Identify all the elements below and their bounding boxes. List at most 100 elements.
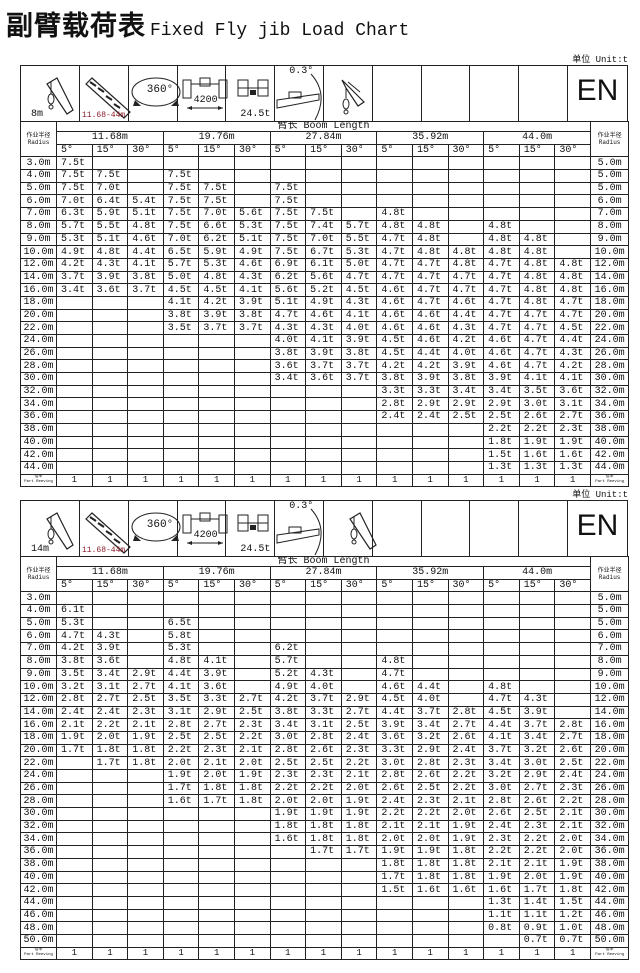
load-value — [411, 921, 449, 935]
load-value: 4.1t — [554, 372, 592, 386]
load-value: 5.7t — [269, 654, 307, 669]
load-value: 4.2t — [376, 359, 413, 374]
table-row: 6.0m 4.7t 4.3t 5.8t 6.0m — [20, 629, 630, 644]
table-row: 3.0m 5.0m — [20, 591, 630, 606]
load-value: 1.9t — [233, 769, 271, 783]
load-value: 4.7t — [483, 270, 520, 285]
load-value: 4.3t — [518, 692, 556, 707]
load-value: 3.7t — [305, 359, 342, 374]
load-value — [91, 435, 129, 450]
load-value — [127, 832, 164, 847]
radius-header-cn: 作业半径 — [26, 567, 51, 575]
load-value — [305, 604, 342, 618]
load-value: 3.0t — [269, 730, 307, 745]
load-value — [554, 232, 592, 247]
load-value: 4.3t — [233, 270, 271, 285]
load-value: 1.9t — [340, 794, 378, 809]
load-value — [233, 654, 271, 669]
load-value — [447, 169, 485, 183]
table-row: 28.0m 3.6t 3.7t 3.7t 4.2t 4.2t 3.9t 4.6t 4.7t 4.2… — [20, 359, 630, 374]
load-value — [340, 642, 378, 656]
boom-lengths-row: 11.68m 19.76m 27.84m 35.92m 44.0m — [21, 131, 629, 145]
load-value: 7.5t — [269, 181, 307, 196]
load-value — [233, 845, 271, 859]
load-value: 4.8t — [518, 232, 556, 247]
load-value — [91, 448, 129, 462]
load-chart-14m: 单位 Unit:t 14m 11.68-44m 360° 4200 24.5t 0.3° EN… — [20, 485, 630, 963]
load-value — [447, 692, 485, 707]
load-value: 6.9t — [269, 257, 307, 272]
load-value — [483, 642, 520, 656]
load-value: 2.5t — [198, 730, 235, 745]
load-value — [305, 654, 342, 669]
load-value: 4.3t — [91, 629, 129, 644]
load-value: 2.0t — [162, 756, 200, 770]
load-value — [447, 207, 485, 221]
load-value — [233, 642, 271, 656]
load-value: 2.7t — [518, 781, 556, 796]
load-value: 3.4t — [483, 384, 520, 399]
load-value — [233, 883, 271, 897]
jib-length-icon — [46, 512, 74, 550]
load-value — [305, 169, 342, 183]
load-value — [411, 207, 449, 221]
load-value — [340, 435, 378, 450]
radius-left: 3.0m — [20, 591, 57, 606]
load-value: 5.2t — [269, 667, 307, 682]
load-value — [411, 460, 449, 475]
load-value: 7.5t — [269, 232, 307, 247]
load-value: 4.8t — [376, 654, 413, 669]
load-value: 3.9t — [411, 372, 449, 386]
outrigger-icon — [182, 77, 228, 110]
load-value: 1.9t — [376, 845, 413, 859]
load-value: 2.2t — [447, 781, 485, 796]
load-value: 1.9t — [162, 769, 200, 783]
part-reeving-value: 1 — [198, 946, 235, 961]
load-value: 4.8t — [376, 207, 413, 221]
load-value: 4.7t — [376, 257, 413, 272]
load-value — [411, 448, 449, 462]
load-value — [91, 616, 129, 631]
load-value — [56, 591, 93, 606]
lattice-jib-icon — [85, 512, 131, 554]
load-value: 2.8t — [269, 743, 307, 758]
outrigger-cell: 4200 — [178, 66, 228, 122]
load-value: 1.9t — [554, 870, 592, 885]
part-reeving-label-left: 倍率 Part Reeving — [20, 946, 57, 961]
load-value: 2.9t — [340, 692, 378, 707]
load-value: 2.5t — [305, 756, 342, 770]
load-value — [91, 807, 129, 821]
load-value — [340, 680, 378, 694]
load-value: 3.4t — [483, 756, 520, 770]
load-value — [198, 410, 235, 424]
load-value — [411, 654, 449, 669]
load-value: 3.4t — [447, 384, 485, 399]
load-value: 2.8t — [305, 730, 342, 745]
jib-angle: 5° — [269, 578, 307, 593]
part-reeving-row: 倍率 Part Reeving 1 1 1 1 1 1 1 1 1 1 1 1 1 1 1 倍率 Part Reev… — [20, 473, 630, 488]
load-value: 1.8t — [483, 435, 520, 450]
load-value — [269, 397, 307, 412]
part-reeving-row: 倍率 Part Reeving 1 1 1 1 1 1 1 1 1 1 1 1 1 1 1 倍率 Part Reev… — [20, 946, 630, 961]
jib-angle: 15° — [305, 578, 342, 593]
load-value — [91, 857, 129, 872]
load-value — [198, 616, 235, 631]
load-value — [162, 397, 200, 412]
load-value: 1.7t — [198, 794, 235, 809]
load-value — [554, 654, 592, 669]
load-value: 4.8t — [447, 257, 485, 272]
load-value: 3.1t — [305, 718, 342, 732]
load-value: 7.5t — [162, 194, 200, 209]
load-value: 4.0t — [411, 692, 449, 707]
radius-right: 36.0m — [590, 845, 630, 859]
load-value — [198, 883, 235, 897]
unit-label: 单位 Unit:t — [572, 490, 628, 500]
load-value: 3.7t — [518, 718, 556, 732]
load-value: 4.4t — [376, 705, 413, 720]
load-value: 7.4t — [305, 219, 342, 234]
load-value: 4.6t — [233, 257, 271, 272]
load-value: 3.9t — [376, 718, 413, 732]
load-value — [376, 921, 413, 935]
load-value — [162, 870, 200, 885]
load-value — [518, 219, 556, 234]
